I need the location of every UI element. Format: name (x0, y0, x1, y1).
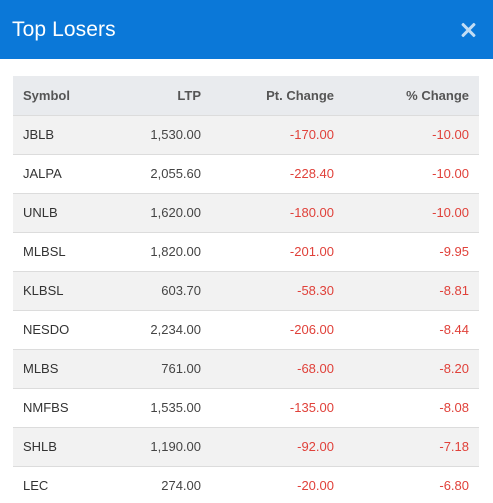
cell-symbol: JALPA (23, 166, 62, 181)
losers-table-container: Symbol LTP Pt. Change % Change JBLB 1,530… (13, 76, 479, 503)
column-header-pct-change[interactable]: % Change (406, 87, 469, 103)
cell-symbol: LEC (23, 478, 49, 494)
cell-pt-change: -170.00 (289, 127, 334, 142)
cell-ltp: 603.70 (161, 283, 201, 298)
cell-symbol: UNLB (23, 205, 58, 220)
cell-symbol: SHLB (23, 439, 57, 454)
cell-symbol: KLBSL (23, 283, 64, 298)
cell-ltp: 1,535.00 (150, 400, 201, 415)
cell-pt-change: -20.00 (297, 478, 334, 494)
cell-symbol: NMFBS (23, 400, 69, 415)
cell-symbol: NESDO (23, 322, 70, 337)
cell-pct-change: -8.81 (439, 283, 469, 298)
column-header-pt-change[interactable]: Pt. Change (266, 87, 334, 103)
cell-pct-change: -7.18 (439, 439, 469, 454)
column-header-ltp[interactable]: LTP (177, 87, 201, 103)
cell-pt-change: -68.00 (297, 361, 334, 376)
cell-pt-change: -180.00 (289, 205, 334, 220)
cell-pct-change: -8.44 (439, 322, 469, 337)
column-header-symbol[interactable]: Symbol (23, 87, 70, 103)
table-row[interactable]: NESDO 2,234.00 -206.00 -8.44 (13, 310, 479, 349)
cell-pt-change: -201.00 (289, 244, 334, 259)
table-row[interactable]: JALPA 2,055.60 -228.40 -10.00 (13, 154, 479, 193)
cell-pt-change: -228.40 (289, 166, 334, 181)
cell-pct-change: -10.00 (432, 166, 469, 181)
table-row[interactable]: KLBSL 603.70 -58.30 -8.81 (13, 271, 479, 310)
cell-ltp: 761.00 (161, 361, 201, 376)
cell-pct-change: -8.20 (439, 361, 469, 376)
table-row[interactable]: LEC 274.00 -20.00 -6.80 (13, 466, 479, 503)
table-row[interactable]: MLBSL 1,820.00 -201.00 -9.95 (13, 232, 479, 271)
table-row[interactable]: NMFBS 1,535.00 -135.00 -8.08 (13, 388, 479, 427)
cell-ltp: 1,620.00 (150, 205, 201, 220)
cell-pct-change: -6.80 (439, 478, 469, 494)
cell-pct-change: -8.08 (439, 400, 469, 415)
table-header: Symbol LTP Pt. Change % Change (13, 76, 479, 115)
cell-ltp: 2,234.00 (150, 322, 201, 337)
cell-pt-change: -92.00 (297, 439, 334, 454)
close-icon[interactable] (457, 19, 479, 41)
cell-ltp: 1,530.00 (150, 127, 201, 142)
cell-ltp: 1,190.00 (150, 439, 201, 454)
cell-pct-change: -9.95 (439, 244, 469, 259)
cell-pct-change: -10.00 (432, 127, 469, 142)
cell-ltp: 2,055.60 (150, 166, 201, 181)
cell-symbol: MLBS (23, 361, 59, 376)
table-row[interactable]: UNLB 1,620.00 -180.00 -10.00 (13, 193, 479, 232)
cell-ltp: 1,820.00 (150, 244, 201, 259)
losers-table: Symbol LTP Pt. Change % Change JBLB 1,530… (13, 76, 479, 503)
table-row[interactable]: SHLB 1,190.00 -92.00 -7.18 (13, 427, 479, 466)
cell-pt-change: -206.00 (289, 322, 334, 337)
cell-pt-change: -58.30 (297, 283, 334, 298)
table-header-row: Symbol LTP Pt. Change % Change (13, 76, 479, 115)
cell-ltp: 274.00 (161, 478, 201, 494)
cell-pct-change: -10.00 (432, 205, 469, 220)
cell-pt-change: -135.00 (289, 400, 334, 415)
cell-symbol: MLBSL (23, 244, 66, 259)
table-row[interactable]: MLBS 761.00 -68.00 -8.20 (13, 349, 479, 388)
modal-title: Top Losers (12, 17, 116, 41)
cell-symbol: JBLB (23, 127, 55, 142)
modal-header: Top Losers (0, 0, 493, 59)
table-row[interactable]: JBLB 1,530.00 -170.00 -10.00 (13, 115, 479, 154)
table-body: JBLB 1,530.00 -170.00 -10.00 JALPA 2,055.60 -2… (13, 115, 479, 503)
